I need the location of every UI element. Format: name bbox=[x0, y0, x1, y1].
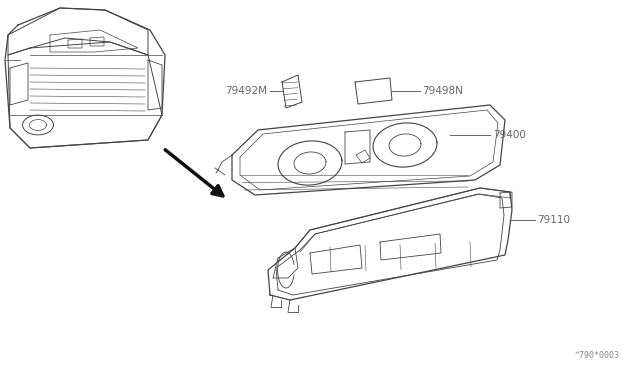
Text: 79400: 79400 bbox=[493, 130, 526, 140]
Text: ^790*0003: ^790*0003 bbox=[575, 351, 620, 360]
Text: 79498N: 79498N bbox=[422, 86, 463, 96]
Text: 79110: 79110 bbox=[537, 215, 570, 225]
Text: 79492M: 79492M bbox=[225, 86, 267, 96]
